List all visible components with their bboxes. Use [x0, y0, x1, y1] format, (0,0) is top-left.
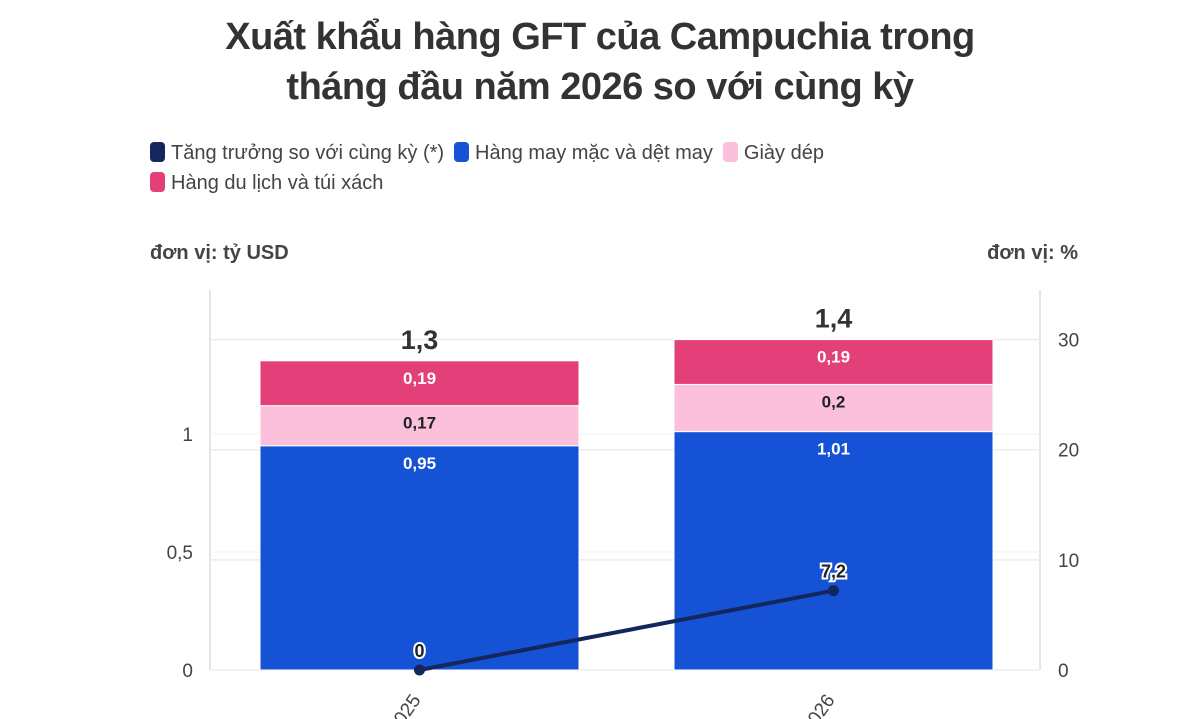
data-label: 0,19 [403, 369, 436, 388]
legend-label: Tăng trưởng so với cùng kỳ (*) [171, 142, 445, 164]
legend-item[interactable]: Tăng trưởng so với cùng kỳ (*) [150, 138, 444, 168]
legend-label: Giày dép [743, 142, 824, 164]
data-label: 0,95 [403, 454, 436, 473]
right-axis-unit: đơn vị: % [987, 242, 1078, 264]
data-label: 0,17 [403, 414, 436, 433]
data-label: 0,2 [822, 392, 846, 411]
left-tick-label: 0 [182, 661, 193, 682]
legend-swatch [454, 142, 470, 162]
title-line: tháng đầu năm 2026 so với cùng kỳ [286, 66, 914, 108]
legend-item[interactable]: Giày dép [722, 138, 824, 168]
growth-point [828, 585, 839, 597]
bar-segment [259, 445, 580, 671]
legend-label: Hàng may mặc và dệt may [475, 142, 713, 164]
title-line: Xuất khẩu hàng GFT của Campuchia trong [225, 16, 975, 58]
growth-label: 0 [414, 641, 424, 661]
x-tick-label: 2026 [798, 691, 839, 719]
data-label: 1,01 [817, 440, 850, 459]
legend-label: Hàng du lịch và túi xách [171, 172, 384, 194]
right-tick-label: 20 [1058, 441, 1079, 462]
growth-line [419, 588, 834, 672]
legend: Tăng trưởng so với cùng kỳ (*) Hàng may m… [150, 138, 870, 198]
total-label: 1,4 [815, 304, 853, 334]
legend-item[interactable]: Hàng may mặc và dệt may [454, 138, 713, 168]
chart-title: Xuất khẩu hàng GFT của Campuchia trong th… [0, 12, 1200, 112]
bar-segment [259, 405, 580, 447]
right-tick-label: 10 [1058, 551, 1079, 572]
left-axis-unit: đơn vị: tỷ USD [150, 242, 289, 264]
bar-segment [673, 339, 994, 385]
left-tick-label: 1 [182, 425, 193, 446]
growth-point [414, 664, 425, 676]
x-tick-label: 2025 [384, 691, 425, 719]
right-tick-label: 30 [1058, 331, 1079, 352]
legend-swatch [150, 172, 165, 192]
growth-label: 7,2 [821, 562, 846, 582]
bar-segment [673, 383, 994, 433]
legend-item[interactable]: Hàng du lịch và túi xách [150, 168, 383, 198]
data-label: 0,19 [817, 348, 850, 367]
left-tick-label: 0,5 [167, 543, 193, 564]
bar-segment [259, 360, 580, 407]
legend-swatch [722, 142, 738, 162]
bar-segment [673, 431, 994, 671]
right-tick-label: 0 [1058, 661, 1069, 682]
total-label: 1,3 [401, 325, 439, 355]
legend-swatch [150, 142, 165, 162]
